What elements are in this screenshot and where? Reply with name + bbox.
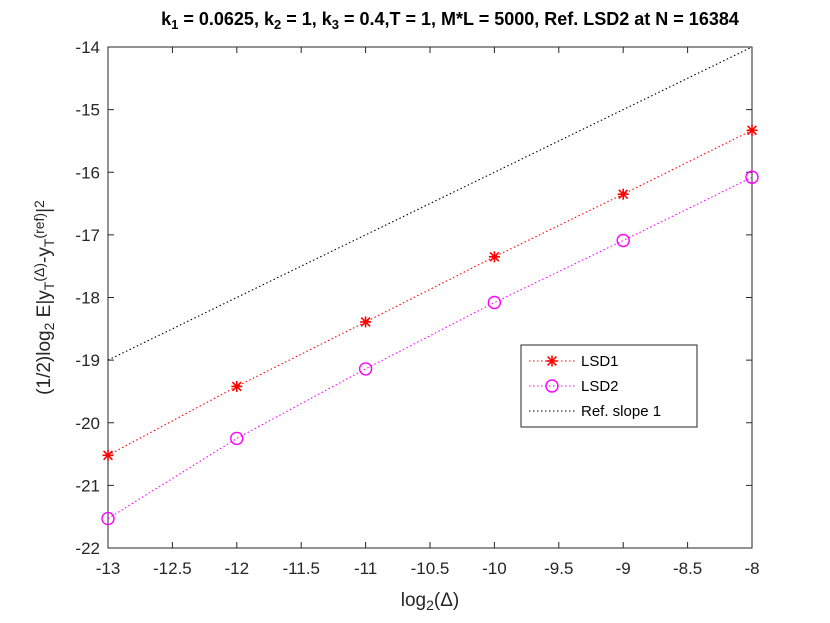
data-point	[488, 251, 500, 263]
legend-marker	[546, 355, 558, 367]
data-point	[101, 511, 115, 526]
legend: LSD1 LSD2 Ref. slope 1	[520, 344, 698, 428]
legend-label: LSD2	[581, 378, 619, 395]
x-axis-label: log2(Δ)	[401, 590, 460, 613]
x-tick-label: -10.5	[411, 559, 450, 578]
x-tick-label: -12	[225, 559, 250, 578]
x-tick-label: -8.5	[673, 559, 702, 578]
data-point	[746, 124, 758, 136]
x-axis-ticks: -13 -12.5 -12 -11.5 -11 -10.5 -10 -9.5 -9 -8.5 -8	[96, 47, 760, 578]
x-tick-label: -9.5	[544, 559, 573, 578]
x-tick-label: -12.5	[153, 559, 192, 578]
y-tick-label: -18	[75, 289, 100, 308]
x-tick-label: -10	[482, 559, 507, 578]
data-point	[617, 188, 629, 200]
x-tick-label: -9	[616, 559, 631, 578]
data-point	[231, 380, 243, 392]
series-lsd2	[101, 170, 759, 526]
y-axis-ticks: -22 -21 -20 -19 -18 -17 -16 -15 -14	[75, 38, 752, 558]
x-tick-label: -13	[96, 559, 121, 578]
x-tick-label: -11	[354, 559, 377, 578]
y-tick-label: -16	[75, 163, 100, 182]
plot-area	[107, 46, 753, 549]
legend-item: LSD2	[529, 378, 619, 395]
legend-label: LSD1	[581, 353, 619, 370]
x-tick-label: -8	[744, 559, 759, 578]
y-tick-label: -20	[75, 414, 100, 433]
legend-marker	[545, 379, 559, 393]
y-tick-label: -17	[75, 226, 100, 245]
y-tick-label: -14	[75, 38, 100, 57]
x-tick-label: -11.5	[282, 559, 320, 578]
y-axis-label: (1/2)log2 E|yT(Δ)-yT(ref)|2	[31, 200, 57, 395]
data-point	[358, 362, 373, 376]
data-point	[360, 316, 372, 328]
legend-item: Ref. slope 1	[529, 403, 661, 420]
axes	[107, 46, 753, 549]
series-line	[107, 46, 753, 361]
y-tick-label: -21	[75, 476, 100, 495]
legend-label: Ref. slope 1	[581, 403, 661, 420]
data-point	[230, 431, 244, 446]
y-tick-label: -22	[75, 539, 100, 558]
data-point	[745, 170, 759, 184]
y-tick-label: -19	[75, 351, 100, 370]
chart-title: k1 = 0.0625, k2 = 1, k3 = 0.4,T = 1, M*L…	[161, 9, 739, 32]
legend-item: LSD1	[529, 353, 619, 370]
data-point	[487, 295, 502, 310]
data-point	[102, 449, 114, 461]
series-lsd1	[102, 124, 758, 461]
series-ref-slope-1	[107, 46, 753, 361]
y-tick-label: -15	[75, 101, 100, 120]
series-layer	[101, 46, 759, 526]
data-point	[616, 233, 630, 248]
